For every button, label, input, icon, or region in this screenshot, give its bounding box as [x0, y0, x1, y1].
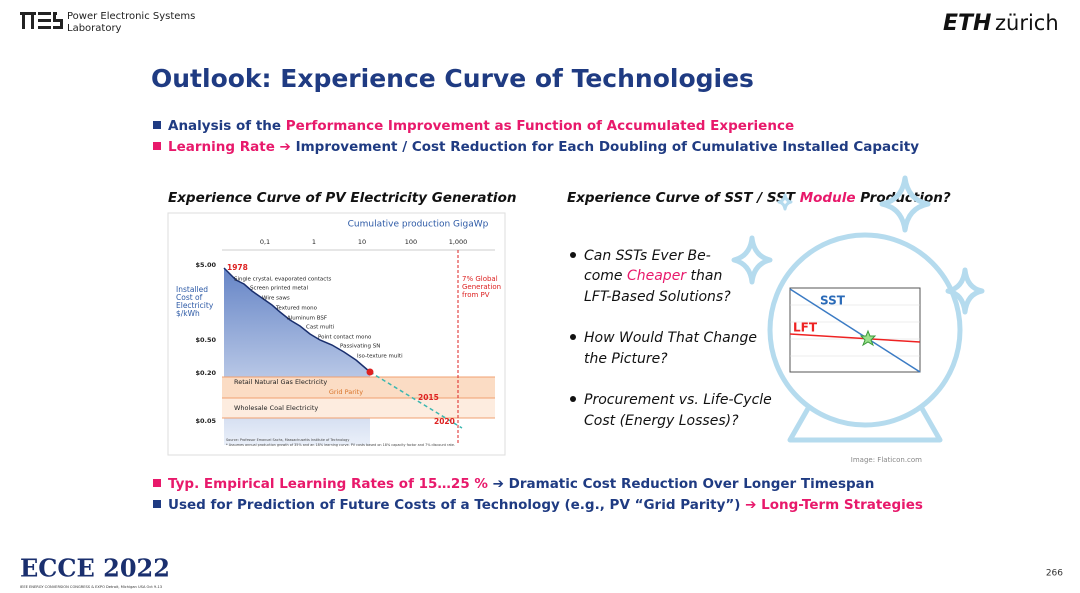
ecce-sub: IEEE ENERGY CONVERSION CONGRESS & EXPO D…	[20, 585, 162, 589]
year-label: 2020	[434, 417, 455, 426]
ball-label: SST	[820, 294, 846, 308]
figure-heading: Experience Curve of PV Electricity Gener…	[168, 190, 516, 206]
band-label: Grid Parity	[329, 388, 363, 396]
tick-label: $0.05	[195, 417, 216, 425]
bullet	[153, 121, 161, 129]
questions: Can SSTs Ever Be- come Cheaper than LFT-…	[570, 248, 772, 429]
year-label: 2015	[418, 393, 439, 402]
lab-name: Laboratory	[67, 23, 122, 34]
pes-logo	[20, 12, 63, 29]
note: from PV	[462, 291, 490, 299]
pv-figure: Cumulative production GigaWp 0,1 1 10 100 1,0…	[167, 212, 506, 456]
tick-label: 10	[358, 238, 366, 246]
note: Generation	[462, 283, 501, 291]
question: come Cheaper than	[584, 268, 722, 284]
tech-label: Textured mono	[275, 306, 318, 312]
source-note: Source: Professor Emanuel Sachs, Massach…	[226, 438, 349, 442]
tick-label: 1	[312, 238, 316, 246]
page-number: 266	[1046, 569, 1063, 579]
question: Procurement vs. Life-Cycle	[584, 392, 772, 408]
bullet	[153, 479, 161, 487]
bullet	[153, 142, 161, 150]
note: 7% Global	[462, 275, 498, 283]
question: How Would That Change	[584, 330, 757, 346]
tech-label: Passivating SN	[340, 344, 380, 350]
tech-label: Iso-texture multi	[357, 354, 403, 360]
tick-label: $0.50	[195, 336, 216, 344]
ecce-logo: ECCE 2022	[20, 554, 170, 583]
axis-label: Electricity	[176, 301, 214, 310]
question: LFT-Based Solutions?	[584, 289, 731, 305]
bottom-bullets: Typ. Empirical Learning Rates of 15…25 %…	[153, 476, 923, 513]
top-bullets: Analysis of the Performance Improvement …	[153, 118, 919, 155]
bullet-text: Typ. Empirical Learning Rates of 15…25 %…	[168, 476, 874, 492]
band-label: Wholesale Coal Electricity	[234, 404, 318, 412]
tech-label: Cast multi	[306, 325, 335, 331]
question: Can SSTs Ever Be-	[584, 248, 711, 264]
tick-label: $5.00	[195, 261, 216, 269]
axis-label: Cost of	[176, 293, 203, 302]
question: Cost (Energy Losses)?	[584, 413, 739, 429]
ball-plot: SST LFT	[789, 287, 921, 373]
tick-label: 100	[405, 238, 417, 246]
axis-label: $/kWh	[176, 309, 200, 318]
question: the Picture?	[584, 351, 668, 367]
ball-label: LFT	[793, 321, 818, 335]
lab-name: Power Electronic Systems	[67, 11, 195, 22]
bullet	[153, 500, 161, 508]
tech-label: Single crystal, evaporated contacts	[234, 277, 331, 283]
year-label: 1978	[227, 263, 248, 272]
eth-logo: ETH	[943, 11, 991, 36]
tech-label: Screen printed metal	[250, 286, 308, 292]
axis-title: Cumulative production GigaWp	[348, 220, 489, 230]
bullet-text: Learning Rate ➔ Improvement / Cost Reduc…	[168, 139, 919, 155]
slide-title: Outlook: Experience Curve of Technologie…	[151, 64, 754, 93]
tech-label: Aluminum BSF	[287, 316, 327, 322]
tick-label: 0,1	[260, 238, 270, 246]
eth-logo: zürich	[995, 11, 1059, 35]
tech-label: Point contact mono	[318, 335, 372, 341]
axis-label: Installed	[176, 285, 208, 294]
image-credit: Image: Flaticon.com	[851, 456, 922, 464]
bullet-text: Analysis of the Performance Improvement …	[168, 118, 794, 134]
bullet-text: Used for Prediction of Future Costs of a…	[168, 497, 923, 513]
tick-label: 1,000	[449, 238, 468, 246]
tick-label: $0.20	[195, 369, 216, 377]
source-note: * Assumes annual production growth of 35…	[226, 443, 455, 447]
tech-label: Wire saws	[262, 296, 290, 302]
band-label: Retail Natural Gas Electricity	[234, 378, 327, 386]
crystal-ball	[731, 175, 985, 443]
